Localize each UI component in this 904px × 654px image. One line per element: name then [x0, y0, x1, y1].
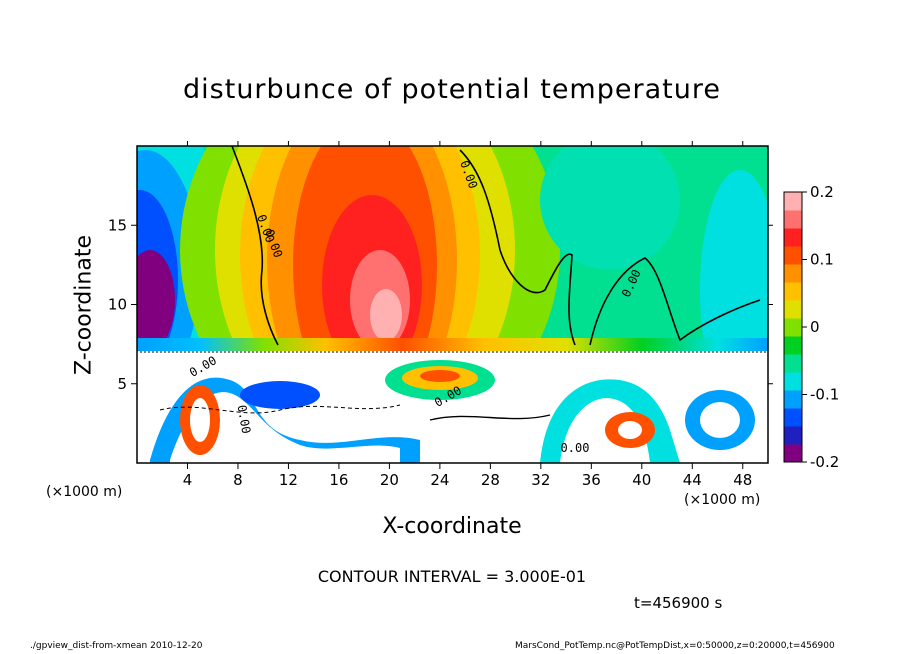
colorbar: 0.2 0.1 0 -0.1 -0.2	[783, 183, 839, 471]
x-tick-label: 16	[329, 471, 348, 489]
y-tick-label: 10	[108, 296, 127, 314]
x-tick-label: 8	[233, 471, 243, 489]
x-tick-label: 4	[183, 471, 193, 489]
x-tick-label: 44	[683, 471, 702, 489]
colorbar-swatch	[784, 192, 802, 211]
contour-label: 0.00	[235, 404, 254, 435]
colorbar-swatch	[784, 390, 802, 409]
x-tick-label: 48	[733, 471, 752, 489]
colorbar-tick-label: -0.2	[810, 453, 839, 471]
y-tick-label: 5	[117, 375, 127, 393]
time-text: t=456900 s	[634, 594, 723, 612]
colorbar-swatch	[784, 246, 802, 265]
colorbar-swatch	[784, 444, 802, 463]
footer-left: ./gpview_dist-from-xmean 2010-12-20	[30, 641, 203, 651]
heatmap-field	[137, 146, 768, 463]
colorbar-tick-label: 0.1	[810, 251, 834, 269]
colorbar-swatch	[784, 228, 802, 247]
contour-label: 0.00	[561, 441, 590, 455]
x-axis-label: X-coordinate	[382, 514, 522, 539]
colorbar-swatch	[784, 282, 802, 301]
x-tick-label: 12	[279, 471, 298, 489]
colorbar-swatch	[784, 426, 802, 445]
colorbar-tick-label: 0	[810, 318, 820, 336]
colorbar-swatch	[784, 264, 802, 283]
colorbar-swatch	[784, 210, 802, 229]
colorbar-swatch	[784, 318, 802, 337]
y-tick-label: 15	[108, 216, 127, 234]
colorbar-swatch	[784, 336, 802, 355]
x-tick-label: 40	[632, 471, 651, 489]
x-tick-label: 32	[531, 471, 550, 489]
colorbar-swatch	[784, 372, 802, 391]
colorbar-swatch	[784, 300, 802, 319]
colorbar-tick-label: -0.1	[810, 386, 839, 404]
contour-interval-text: CONTOUR INTERVAL = 3.000E-01	[317, 567, 587, 586]
x-unit-label-left: (×1000 m)	[46, 484, 123, 500]
x-tick-label: 28	[481, 471, 500, 489]
x-tick-label: 24	[430, 471, 449, 489]
x-unit-label-right: (×1000 m)	[684, 492, 761, 508]
x-tick-label: 20	[380, 471, 399, 489]
y-axis-ticks: 5 10 15	[108, 216, 773, 393]
colorbar-swatch	[784, 354, 802, 373]
colorbar-tick-label: 0.2	[810, 183, 834, 201]
x-tick-label: 36	[582, 471, 601, 489]
footer-right: MarsCond_PotTemp.nc@PotTempDist,x=0:5000…	[515, 641, 835, 651]
x-axis-ticks: 4 8 12 16 20 24 28 32 36 40 44 48	[183, 141, 752, 489]
colorbar-swatch	[784, 408, 802, 427]
chart-title: disturbunce of potential temperature	[183, 74, 721, 105]
